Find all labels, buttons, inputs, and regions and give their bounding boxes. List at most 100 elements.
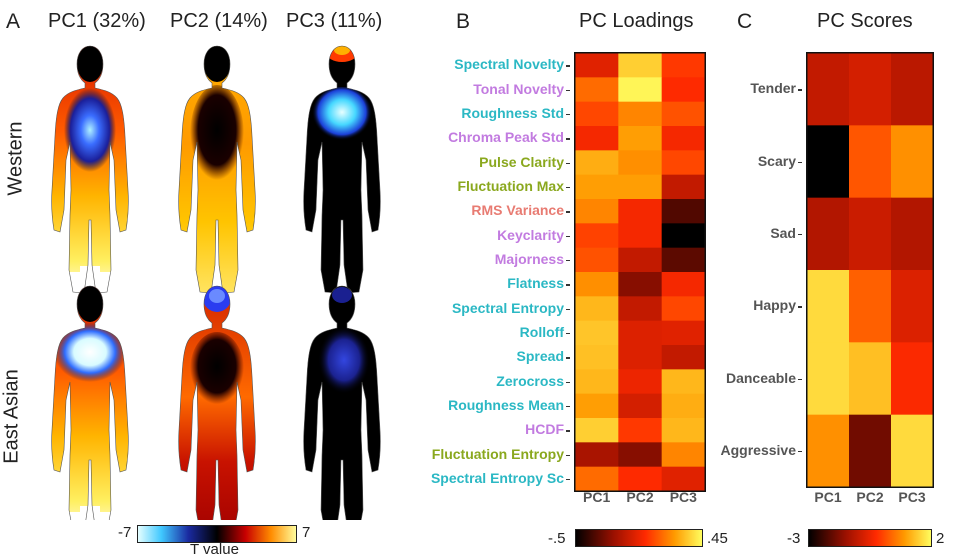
row-tick — [798, 233, 802, 236]
heatmap-cell — [661, 418, 706, 443]
heatmap-cell — [575, 345, 619, 370]
row-tick — [798, 378, 802, 380]
heatmap-cell — [618, 466, 663, 492]
heatmap-cell — [618, 418, 663, 443]
row-tick — [566, 211, 570, 213]
heatmap-cell — [661, 345, 706, 370]
row-label: Chroma Peak Std — [448, 129, 564, 146]
heatmap-cell — [807, 53, 850, 126]
row-tick — [798, 161, 802, 163]
pc3-column-title: PC3 (11%) — [286, 10, 383, 32]
row-tick — [566, 284, 570, 286]
heatmap-cell — [618, 369, 663, 395]
panel-a-cbar-max: 7 — [302, 524, 311, 541]
heatmap-cell — [807, 125, 850, 199]
row-tick — [566, 478, 570, 481]
heatmap-frame — [574, 52, 706, 492]
body-maps — [51, 45, 381, 520]
row-label: Majorness — [494, 250, 564, 267]
panel-b-colorbar — [575, 529, 703, 547]
pc-scores-heatmap — [806, 52, 934, 488]
heatmap-cell — [661, 393, 706, 419]
heatmap-cell — [661, 442, 706, 468]
pc-loadings-heatmap — [574, 52, 706, 492]
row-label: Tender — [750, 80, 796, 97]
heatmap-cell — [575, 442, 619, 468]
heatmap-cell — [849, 414, 892, 488]
row-tick — [566, 332, 570, 335]
heatmap-cell — [849, 342, 892, 416]
heatmap-cell — [661, 101, 706, 127]
heatmap-cell — [661, 174, 706, 200]
row-label: Danceable — [725, 369, 796, 386]
row-label: Spread — [516, 348, 564, 365]
heatmap-cell — [891, 342, 934, 416]
heatmap-cell — [575, 77, 619, 103]
panel-c-title: PC Scores — [817, 10, 913, 32]
row-tick — [566, 235, 570, 237]
heatmap-cell — [661, 77, 706, 103]
row-label: RMS Variance — [471, 202, 564, 219]
row-label: Roughness Std — [461, 104, 564, 121]
row-label: Happy — [753, 297, 796, 314]
pc-loadings-column-labels: PC1 PC2 PC3 — [574, 489, 706, 509]
heatmap-cell — [618, 77, 663, 103]
heatmap-cell — [849, 53, 892, 126]
row-tick — [566, 138, 570, 140]
heatmap-cell — [661, 247, 706, 273]
column-label: PC2 — [626, 489, 654, 505]
heatmap-cell — [661, 150, 706, 176]
heatmap-cell — [807, 342, 850, 416]
row-tick — [566, 259, 570, 262]
row-tick — [798, 306, 802, 308]
heatmap-cell — [618, 272, 663, 297]
row-label: Rolloff — [519, 323, 564, 340]
heatmap-cell — [618, 199, 663, 224]
panel-a-colorbar — [137, 525, 297, 543]
heatmap-cell — [618, 126, 663, 151]
row-tick — [566, 381, 570, 383]
row-tick — [566, 357, 570, 359]
heatmap-cell — [575, 272, 619, 297]
row-label: Tonal Novelty — [473, 80, 564, 97]
column-label: PC2 — [856, 489, 884, 505]
panel-c-cbar-min: -3 — [787, 530, 801, 547]
row-tick — [566, 186, 570, 189]
column-label: PC3 — [898, 489, 926, 505]
heatmap-cell — [575, 53, 619, 78]
row-tick — [566, 454, 570, 456]
row-label: Spectral Entropy — [451, 299, 564, 316]
row-tick — [566, 162, 570, 164]
heatmap-cell — [661, 223, 706, 249]
heatmap-cell — [618, 174, 663, 200]
heatmap-cell — [575, 369, 619, 395]
heatmap-cell — [661, 296, 706, 322]
body-map-western-pc3 — [303, 45, 381, 294]
panel-a-letter: A — [6, 10, 21, 33]
column-label: PC3 — [669, 489, 697, 505]
heatmap-cell — [575, 247, 619, 273]
row-tick — [566, 430, 570, 432]
row-label: Aggressive — [720, 441, 796, 458]
row-label: Zerocross — [496, 372, 564, 389]
heatmap-cell — [618, 247, 663, 273]
heatmap-cell — [891, 270, 934, 343]
heatmap-cell — [575, 393, 619, 419]
row-label-western: Western — [4, 121, 27, 196]
heatmap-cell — [575, 174, 619, 200]
row-tick — [566, 89, 570, 91]
row-label: Scary — [757, 152, 796, 169]
panel-c-cbar-max: 2 — [936, 530, 945, 547]
row-label: Spectral Entropy Sc — [430, 469, 564, 486]
heatmap-cell — [661, 369, 706, 395]
row-tick — [798, 450, 802, 453]
heatmap-cell — [575, 320, 619, 346]
panel-b-letter: B — [456, 10, 471, 33]
panel-a-cbar-min: -7 — [118, 524, 132, 541]
heatmap-cell — [661, 320, 706, 346]
heatmap-cell — [891, 197, 934, 271]
heatmap-cell — [575, 418, 619, 443]
body-map-eastasian-pc2 — [178, 285, 256, 520]
panel-b-cbar-min: -.5 — [548, 530, 566, 547]
heatmap-cell — [618, 296, 663, 322]
